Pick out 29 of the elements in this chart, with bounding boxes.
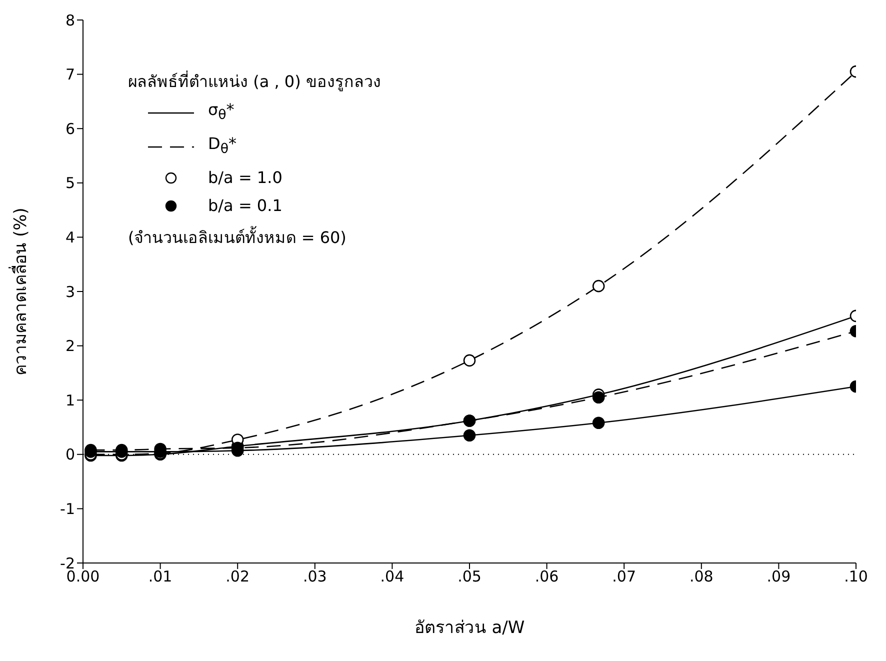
y-tick-label: 8 xyxy=(65,11,75,30)
x-tick-label: .03 xyxy=(302,568,327,586)
x-axis-title: อัตราส่วน a/W xyxy=(414,618,525,638)
y-tick-label: 1 xyxy=(65,391,75,410)
annotation: σ$_{θ}$* xyxy=(208,99,234,126)
x-tick-label: .09 xyxy=(766,568,791,586)
legend-title: ผลลัพธ์ที่ตำแหน่ง (a , 0) ของรูกลวง xyxy=(128,70,381,94)
x-tick-label: .08 xyxy=(689,568,714,586)
x-tick-label: .10 xyxy=(844,568,868,586)
y-tick-label: -1 xyxy=(60,500,75,518)
annotation: (จำนวนเอลิเมนต์ทั้งหมด = 60) xyxy=(128,225,348,250)
x-tick-label: .05 xyxy=(458,568,482,586)
y-axis-title: ความคลาดเคลื่อน (%) xyxy=(8,208,32,376)
x-tick-label: .07 xyxy=(612,568,636,586)
y-tick-label: 5 xyxy=(65,174,75,192)
y-tick-label: 3 xyxy=(65,282,75,301)
y-tick-label: 4 xyxy=(65,228,75,247)
y-tick-label: 6 xyxy=(65,120,75,138)
annotation: D$_{θ}$* xyxy=(208,133,236,160)
x-tick-label: .01 xyxy=(148,568,172,586)
x-tick-label: .04 xyxy=(380,568,404,586)
y-tick-label: 7 xyxy=(65,66,75,84)
x-tick-label: 0.00 xyxy=(66,568,100,586)
y-tick-label: 2 xyxy=(65,337,75,356)
x-tick-label: .02 xyxy=(226,568,250,586)
y-tick-label: 0 xyxy=(65,446,75,464)
annotation: b/a = 1.0 xyxy=(208,167,282,190)
x-tick-label: .06 xyxy=(534,568,559,586)
annotation: b/a = 0.1 xyxy=(208,195,282,218)
